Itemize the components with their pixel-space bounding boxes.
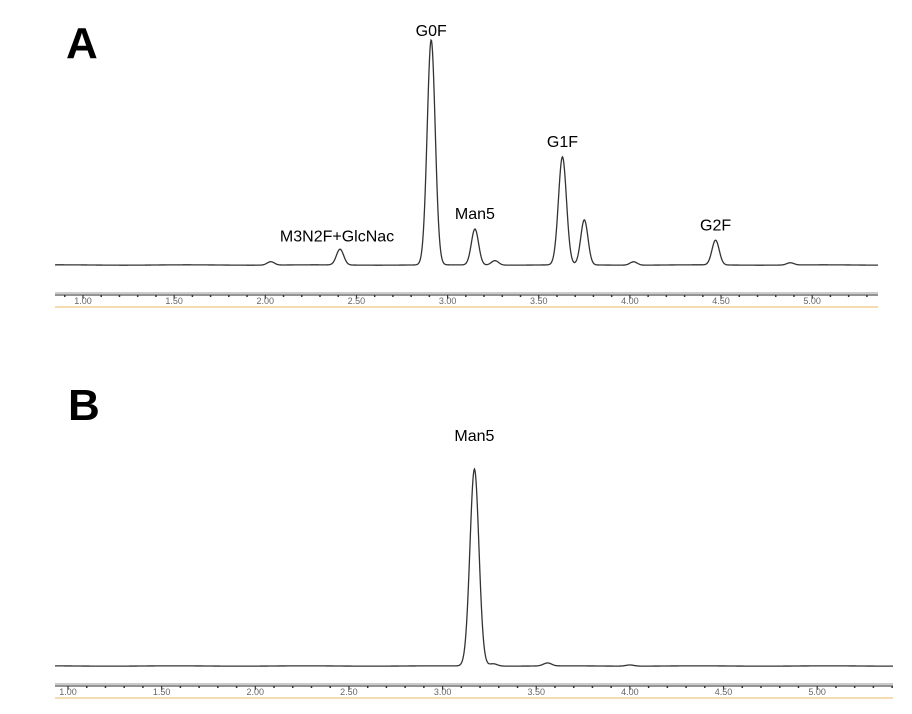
- x-tick-label: 5.00: [803, 296, 821, 306]
- chromatogram-trace: [55, 467, 893, 667]
- x-tick-label: 1.50: [165, 296, 183, 306]
- peak-label: G0F: [416, 23, 447, 40]
- x-tick-label: 1.00: [59, 687, 77, 697]
- x-tick-label: 3.50: [527, 687, 545, 697]
- peak-label: G2F: [700, 217, 731, 234]
- x-tick-label: 3.00: [439, 296, 457, 306]
- x-tick-label: 4.00: [621, 687, 639, 697]
- x-tick-label: 1.00: [74, 296, 92, 306]
- chromatogram-trace: [55, 38, 878, 266]
- x-tick-label: 3.00: [434, 687, 452, 697]
- x-tick-label: 3.50: [530, 296, 548, 306]
- x-tick-label: 2.00: [257, 296, 275, 306]
- panel-label-b: B: [68, 381, 100, 430]
- peak-label: G1F: [547, 134, 578, 151]
- x-tick-label: 5.00: [808, 687, 826, 697]
- x-tick-label: 4.50: [712, 296, 730, 306]
- x-tick-label: 1.50: [153, 687, 171, 697]
- panel-a: M3N2F+GlcNac G0F Man5 G1F G2F 1.00 1.50 2.00 2.5…: [55, 23, 878, 308]
- panel-b: Man5 1.00 1.50 2.00 2.50 3.00 3.50 4.00 4.50 5.00: [55, 428, 893, 699]
- x-tick-label: 2.00: [247, 687, 265, 697]
- x-tick-label: 2.50: [348, 296, 366, 306]
- x-tick-label: 4.00: [621, 296, 639, 306]
- peak-label: M3N2F+GlcNac: [280, 228, 394, 245]
- x-tick-label: 4.50: [715, 687, 733, 697]
- peak-label: Man5: [454, 428, 494, 445]
- peak-label: Man5: [455, 206, 495, 223]
- x-tick-label: 2.50: [340, 687, 358, 697]
- panel-label-a: A: [66, 19, 98, 68]
